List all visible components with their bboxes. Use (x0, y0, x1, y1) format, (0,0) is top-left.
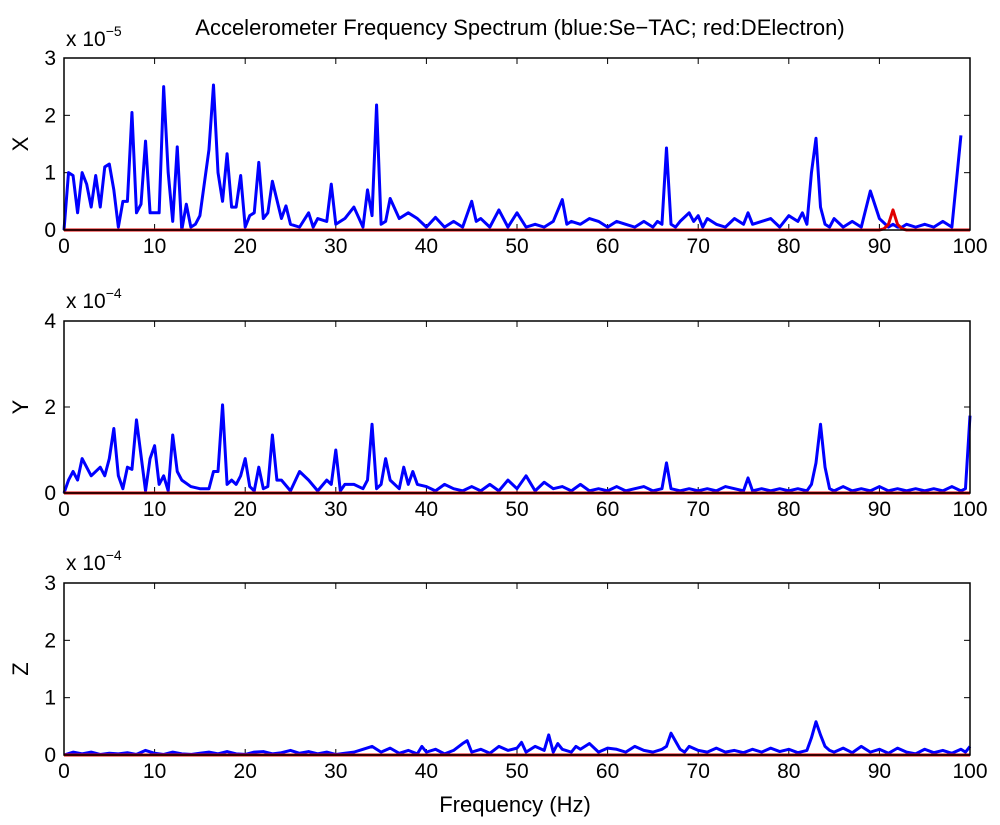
panel-z-xtick-label: 50 (505, 760, 528, 783)
panel-x-ytick-label: 3 (44, 47, 56, 70)
panel-z-series-se-tac (63, 720, 972, 757)
panel-y-series-se-tac (62, 403, 972, 494)
chart-title: Accelerometer Frequency Spectrum (blue:S… (195, 15, 844, 40)
panel-y-xtick-label: 30 (324, 498, 347, 521)
panel-x-xtick-label: 60 (596, 235, 619, 258)
panel-x-multiplier: x 10−5 (66, 23, 122, 51)
panel-z-xtick-label: 100 (952, 760, 987, 783)
panel-z-ytick-label: 3 (44, 572, 56, 595)
panel-x-multiplier-exp: −5 (106, 23, 122, 39)
panel-z-multiplier-base: x 10 (66, 552, 106, 575)
panel-y-multiplier-base: x 10 (66, 290, 106, 313)
panel-y-ytick-label: 0 (44, 482, 56, 505)
panel-y-frame (63, 320, 971, 494)
panel-z-xtick-label: 70 (687, 760, 710, 783)
panel-x-ylabel: X (8, 136, 33, 151)
panel-y-xtick-label: 100 (952, 498, 987, 521)
panel-y-xtick-label: 90 (868, 498, 891, 521)
panel-z-xtick-label: 60 (596, 760, 619, 783)
panel-y-xtick-label: 20 (234, 498, 257, 521)
panel-z-ytick-label: 2 (44, 629, 56, 652)
panel-x-multiplier-base: x 10 (66, 28, 106, 51)
panel-z-xtick-label: 0 (58, 760, 70, 783)
panel-y: x 10−4 Y 0 10 20 30 40 50 60 70 80 90 100 0 2 4 (8, 285, 988, 521)
panel-x-ticks: 0 10 20 30 40 50 60 70 80 90 100 0 1 2 3 (44, 47, 987, 258)
panel-x-xtick-label: 40 (415, 235, 438, 258)
panel-z-frame (63, 582, 971, 756)
panel-x-series-se-tac (62, 83, 963, 232)
panel-x-xtick-label: 100 (952, 235, 987, 258)
panel-x-xtick-label: 90 (868, 235, 891, 258)
panel-z-ytick-label: 0 (44, 744, 56, 767)
panel-z-ytick-label: 1 (44, 687, 56, 710)
panel-y-ticks: 0 10 20 30 40 50 60 70 80 90 100 0 2 4 (44, 310, 987, 521)
panel-z-xtick-label: 20 (234, 760, 257, 783)
panel-z-multiplier-exp: −4 (106, 547, 122, 563)
panel-x: x 10−5 X 0 10 20 30 40 50 60 70 80 90 100 0 1 2 3 (8, 23, 988, 258)
panel-y-xtick-label: 70 (687, 498, 710, 521)
panel-y-xtick-label: 10 (143, 498, 166, 521)
panel-z-xtick-label: 30 (324, 760, 347, 783)
panel-y-xtick-label: 0 (58, 498, 70, 521)
panel-z-ylabel: Z (8, 662, 33, 675)
x-axis-label: Frequency (Hz) (439, 792, 591, 817)
panel-y-ytick-label: 4 (44, 310, 56, 333)
panel-x-xtick-label: 50 (505, 235, 528, 258)
panel-x-xtick-label: 30 (324, 235, 347, 258)
panel-y-ytick-label: 2 (44, 396, 56, 419)
panel-y-ylabel: Y (8, 399, 33, 414)
panel-z-multiplier: x 10−4 (66, 547, 122, 575)
panel-y-xtick-label: 60 (596, 498, 619, 521)
panel-z-xtick-label: 40 (415, 760, 438, 783)
panel-x-ytick-label: 1 (44, 162, 56, 185)
panel-x-xtick-label: 10 (143, 235, 166, 258)
panel-y-xtick-label: 80 (777, 498, 800, 521)
panel-y-multiplier-exp: −4 (106, 285, 122, 301)
panel-z-xtick-label: 80 (777, 760, 800, 783)
panel-x-frame (63, 57, 971, 231)
panel-x-xtick-label: 20 (234, 235, 257, 258)
panel-y-multiplier: x 10−4 (66, 285, 122, 313)
panel-x-ytick-label: 0 (44, 219, 56, 242)
panel-y-xtick-label: 50 (505, 498, 528, 521)
panel-z-xtick-label: 10 (143, 760, 166, 783)
panel-y-xtick-label: 40 (415, 498, 438, 521)
panel-x-xtick-label: 70 (687, 235, 710, 258)
panel-z: x 10−4 Z 0 10 20 30 40 50 60 70 80 90 100 0 1 2 3 (8, 547, 988, 783)
panel-x-xtick-label: 80 (777, 235, 800, 258)
panel-x-xtick-label: 0 (58, 235, 70, 258)
panel-x-ytick-label: 2 (44, 104, 56, 127)
panel-z-ticks: 0 10 20 30 40 50 60 70 80 90 100 0 1 2 3 (44, 572, 987, 783)
panel-z-xtick-label: 90 (868, 760, 891, 783)
